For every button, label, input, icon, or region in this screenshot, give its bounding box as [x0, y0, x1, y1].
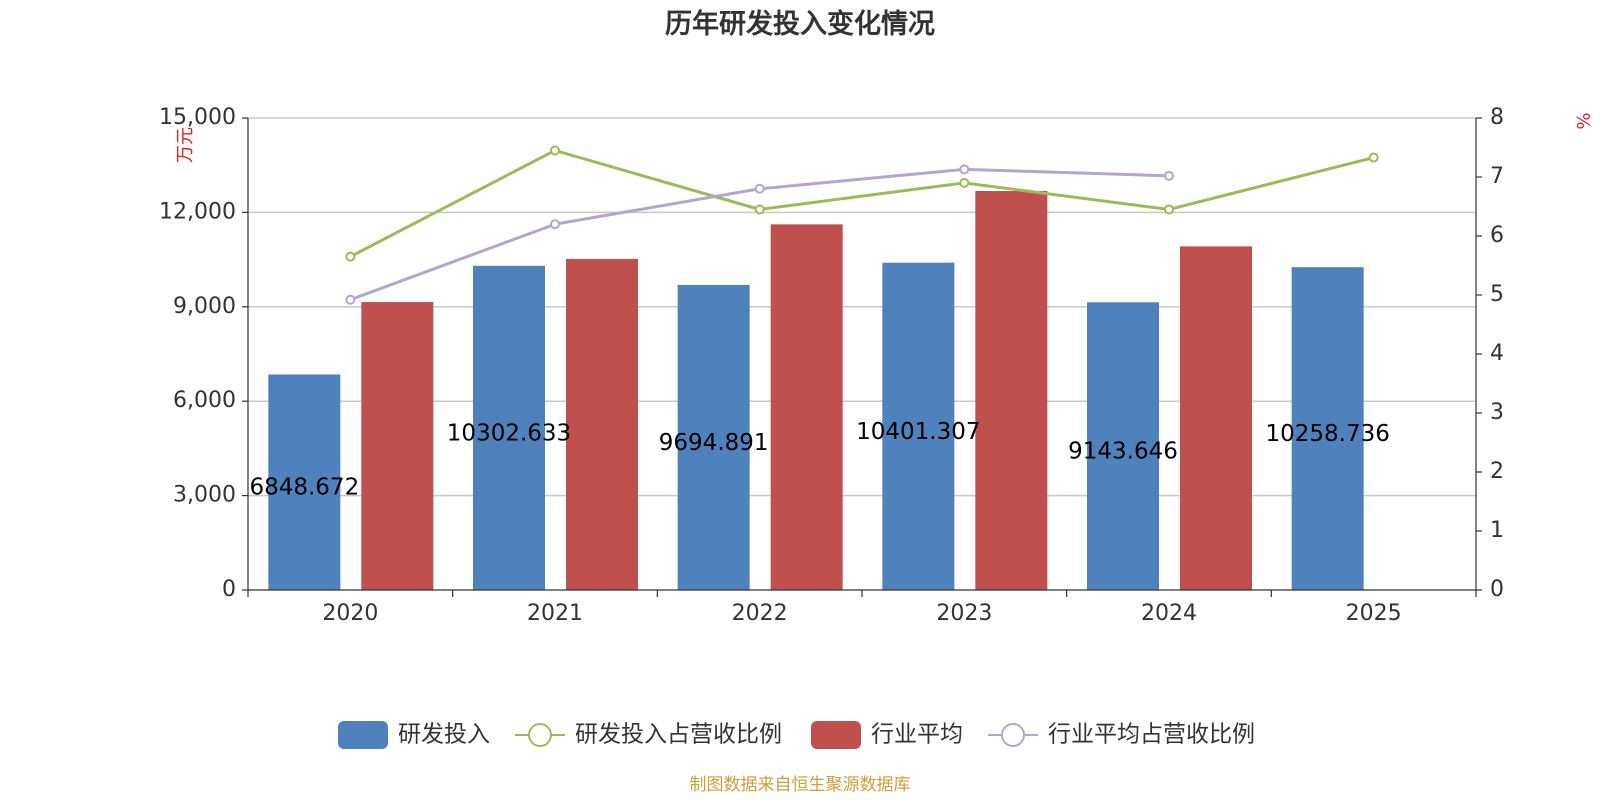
left-tick-label: 15,000: [159, 105, 236, 130]
x-tick-label: 2022: [732, 601, 788, 626]
bar: [677, 284, 750, 590]
chart-title: 历年研发投入变化情况: [665, 8, 935, 40]
right-axis-unit: %: [1572, 112, 1593, 129]
legend: 研发投入 研发投入占营收比例 行业平均 行业平均占营收比例: [338, 721, 1255, 749]
left-tick-label: 3,000: [173, 483, 236, 508]
line-point: [754, 183, 765, 194]
x-tick-label: 2023: [936, 601, 992, 626]
bar: [882, 262, 955, 590]
bar: [473, 265, 545, 590]
right-tick-label: 3: [1490, 400, 1504, 425]
bar: [975, 191, 1048, 590]
bar: [268, 374, 341, 590]
left-tick-label: 6,000: [173, 388, 236, 413]
bars: [268, 191, 1364, 590]
legend-label: 行业平均占营收比例: [1048, 722, 1255, 748]
data-labels: 6848.672 10302.633 9694.891 10401.307 9143.6…: [249, 419, 1389, 501]
lines: [345, 145, 1379, 305]
bar-value-label: 6848.672: [249, 475, 359, 501]
axes: 0 3,000 6,000 9,000 12,000 15,000 0 1 2 3 4 5 6 7 8 202…: [159, 105, 1504, 626]
bar-value-label: 10302.633: [447, 420, 571, 446]
legend-label: 行业平均: [871, 722, 963, 748]
line-point: [754, 204, 765, 215]
bar: [566, 258, 638, 590]
bar-value-label: 10258.736: [1265, 421, 1389, 447]
right-tick-label: 7: [1490, 164, 1504, 189]
line-point: [959, 177, 970, 188]
left-tick-label: 9,000: [173, 294, 236, 319]
bar-value-label: 9694.891: [659, 430, 769, 456]
legend-swatch-marker: [528, 723, 552, 747]
line-point: [1368, 152, 1379, 163]
legend-swatch-marker: [1001, 723, 1025, 747]
line-point: [345, 294, 356, 305]
bar: [1180, 246, 1252, 590]
x-tick-label: 2025: [1346, 601, 1402, 626]
line-point: [1164, 170, 1174, 181]
legend-swatch: [811, 721, 861, 749]
legend-swatch: [338, 721, 388, 749]
grid-lines: [248, 117, 1476, 497]
line-point: [959, 164, 970, 175]
line-point: [550, 219, 560, 230]
bar: [1087, 302, 1159, 590]
left-axis-unit: 万元: [175, 127, 196, 163]
bar: [361, 302, 434, 590]
right-tick-label: 1: [1490, 518, 1504, 543]
line-point: [345, 251, 356, 262]
right-tick-label: 5: [1490, 282, 1504, 307]
right-tick-label: 6: [1490, 223, 1504, 248]
bar-value-label: 9143.646: [1068, 439, 1178, 465]
x-tick-label: 2020: [322, 601, 378, 626]
right-tick-label: 0: [1490, 577, 1504, 602]
left-tick-label: 12,000: [159, 199, 236, 224]
legend-label: 研发投入: [398, 722, 490, 748]
line-point: [550, 145, 560, 156]
bar: [770, 224, 843, 590]
left-tick-label: 0: [222, 577, 236, 602]
bar: [1291, 267, 1364, 590]
x-tick-label: 2024: [1141, 601, 1197, 626]
right-tick-label: 8: [1490, 105, 1504, 130]
legend-label: 研发投入占营收比例: [575, 722, 782, 748]
bar-value-label: 10401.307: [856, 419, 980, 445]
source-note: 制图数据来自恒生聚源数据库: [690, 775, 911, 795]
line-point: [1164, 204, 1174, 215]
series-line: [349, 148, 1375, 258]
x-tick-label: 2021: [527, 601, 583, 626]
right-tick-label: 4: [1490, 341, 1504, 366]
right-tick-label: 2: [1490, 459, 1504, 484]
